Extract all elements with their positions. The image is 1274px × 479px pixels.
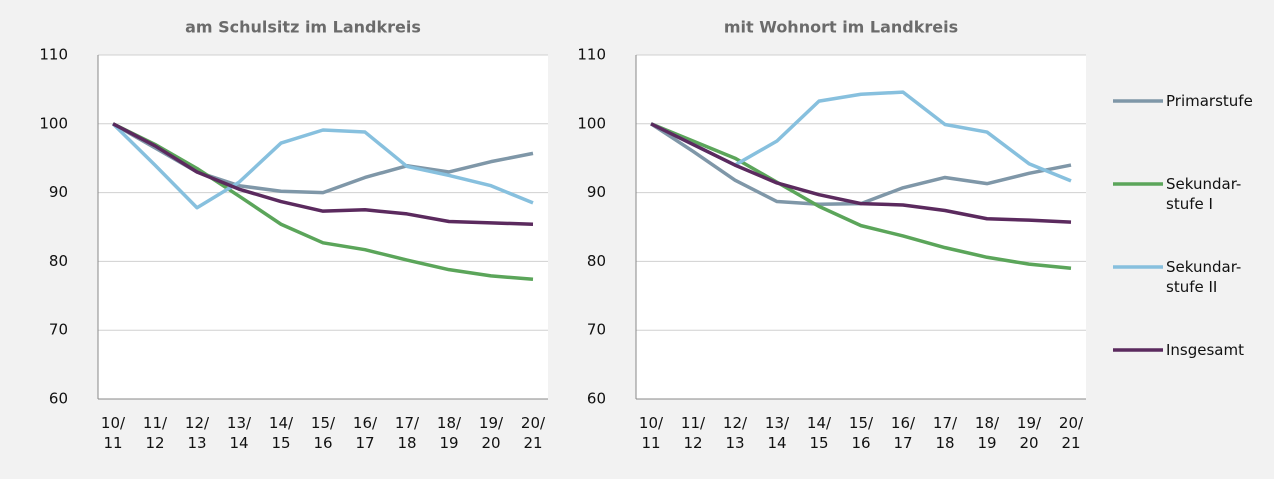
x-tick-label: 18/19 xyxy=(975,414,1000,452)
x-tick-label: 13/14 xyxy=(227,414,252,452)
x-tick-label: 12/13 xyxy=(185,414,210,452)
line-series xyxy=(112,122,534,226)
y-tick-label: 90 xyxy=(587,183,606,201)
legend-label: Insgesamt xyxy=(1166,341,1244,359)
chart-title: am Schulsitz im Landkreis xyxy=(185,18,421,37)
y-tick-label: 80 xyxy=(49,252,68,270)
x-tick-label: 10/11 xyxy=(639,414,664,452)
chart-title: mit Wohnort im Landkreis xyxy=(724,18,958,37)
legend-label: Sekundar-stufe II xyxy=(1166,258,1241,296)
y-tick-label: 110 xyxy=(577,46,606,64)
y-tick-label: 70 xyxy=(49,321,68,339)
x-tick-label: 13/14 xyxy=(765,414,790,452)
y-tick-label: 80 xyxy=(587,252,606,270)
y-tick-label: 90 xyxy=(49,183,68,201)
x-tick-label: 16/17 xyxy=(891,414,916,452)
plot-area xyxy=(98,55,548,399)
x-tick-label: 20/21 xyxy=(521,414,546,452)
x-tick-label: 11/12 xyxy=(681,414,706,452)
x-tick-label: 17/18 xyxy=(933,414,958,452)
line-series xyxy=(650,122,1072,271)
y-tick-label: 60 xyxy=(49,390,68,408)
x-tick-label: 16/17 xyxy=(353,414,378,452)
line-series xyxy=(112,122,534,282)
y-tick-label: 100 xyxy=(39,114,68,132)
x-tick-label: 17/18 xyxy=(395,414,420,452)
x-tick-label: 12/13 xyxy=(723,414,748,452)
x-tick-label: 20/21 xyxy=(1059,414,1084,452)
y-tick-label: 60 xyxy=(587,390,606,408)
x-tick-label: 18/19 xyxy=(437,414,462,452)
x-tick-label: 14/15 xyxy=(807,414,832,452)
legend-label: Primarstufe xyxy=(1166,92,1253,110)
line-series xyxy=(111,122,534,210)
x-tick-label: 11/12 xyxy=(143,414,168,452)
x-tick-label: 15/16 xyxy=(311,414,336,452)
x-tick-label: 10/11 xyxy=(101,414,126,452)
legend-label: Sekundar-stufe I xyxy=(1166,175,1241,213)
line-series xyxy=(650,122,1072,224)
x-tick-label: 19/20 xyxy=(479,414,504,452)
y-tick-label: 100 xyxy=(577,114,606,132)
x-tick-label: 14/15 xyxy=(269,414,294,452)
y-tick-label: 70 xyxy=(587,321,606,339)
x-tick-label: 19/20 xyxy=(1017,414,1042,452)
y-tick-label: 110 xyxy=(39,46,68,64)
x-tick-label: 15/16 xyxy=(849,414,874,452)
